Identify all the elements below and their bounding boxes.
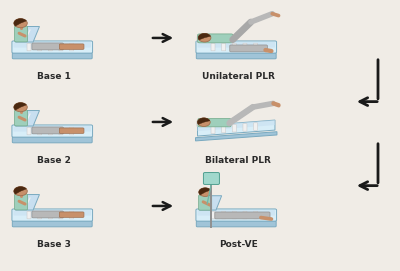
FancyBboxPatch shape [204, 173, 220, 185]
FancyBboxPatch shape [59, 127, 63, 135]
FancyBboxPatch shape [14, 210, 91, 216]
Text: Base 2: Base 2 [37, 156, 71, 165]
FancyBboxPatch shape [38, 43, 42, 51]
Text: Unilateral PLR: Unilateral PLR [202, 72, 274, 81]
FancyBboxPatch shape [59, 128, 84, 133]
FancyBboxPatch shape [32, 127, 63, 134]
Circle shape [198, 33, 211, 42]
Circle shape [14, 19, 27, 28]
FancyBboxPatch shape [32, 43, 63, 50]
FancyBboxPatch shape [14, 194, 28, 210]
FancyBboxPatch shape [70, 43, 74, 51]
FancyBboxPatch shape [197, 121, 208, 127]
Polygon shape [196, 132, 277, 141]
FancyBboxPatch shape [243, 124, 247, 131]
FancyBboxPatch shape [211, 43, 215, 51]
FancyBboxPatch shape [198, 210, 275, 216]
FancyBboxPatch shape [198, 118, 231, 127]
FancyBboxPatch shape [230, 45, 267, 52]
FancyBboxPatch shape [222, 211, 226, 219]
FancyBboxPatch shape [38, 211, 42, 219]
FancyBboxPatch shape [199, 195, 212, 210]
Wedge shape [198, 33, 210, 40]
FancyBboxPatch shape [59, 212, 84, 217]
FancyBboxPatch shape [254, 43, 258, 51]
FancyBboxPatch shape [196, 209, 276, 221]
Text: Base 3: Base 3 [37, 240, 71, 249]
FancyBboxPatch shape [196, 221, 276, 227]
Wedge shape [14, 187, 26, 194]
FancyBboxPatch shape [232, 43, 236, 51]
FancyBboxPatch shape [12, 209, 92, 221]
FancyBboxPatch shape [232, 211, 236, 219]
FancyBboxPatch shape [197, 36, 209, 43]
Wedge shape [14, 103, 26, 110]
FancyBboxPatch shape [222, 125, 226, 133]
Wedge shape [199, 188, 211, 195]
FancyBboxPatch shape [243, 211, 247, 219]
FancyBboxPatch shape [14, 126, 91, 132]
Polygon shape [198, 120, 275, 131]
FancyBboxPatch shape [12, 221, 92, 227]
FancyBboxPatch shape [12, 125, 92, 137]
FancyBboxPatch shape [215, 212, 270, 219]
FancyBboxPatch shape [12, 137, 92, 143]
FancyBboxPatch shape [211, 126, 215, 134]
FancyBboxPatch shape [243, 43, 247, 51]
FancyBboxPatch shape [32, 211, 63, 218]
FancyBboxPatch shape [198, 42, 275, 48]
FancyBboxPatch shape [222, 43, 226, 51]
Polygon shape [16, 111, 40, 126]
FancyBboxPatch shape [196, 41, 276, 53]
FancyBboxPatch shape [38, 127, 42, 135]
FancyBboxPatch shape [254, 211, 258, 219]
FancyBboxPatch shape [59, 44, 84, 49]
Text: Base 1: Base 1 [37, 72, 71, 81]
FancyBboxPatch shape [48, 127, 52, 135]
Text: Bilateral PLR: Bilateral PLR [205, 156, 271, 165]
FancyBboxPatch shape [70, 127, 74, 135]
Text: Post-VE: Post-VE [219, 240, 257, 249]
Circle shape [14, 103, 27, 112]
FancyBboxPatch shape [14, 42, 91, 48]
FancyBboxPatch shape [254, 123, 258, 130]
FancyBboxPatch shape [27, 43, 31, 51]
Polygon shape [16, 195, 40, 210]
FancyBboxPatch shape [12, 53, 92, 59]
FancyBboxPatch shape [70, 211, 74, 219]
FancyBboxPatch shape [12, 41, 92, 53]
FancyBboxPatch shape [196, 53, 276, 59]
FancyBboxPatch shape [27, 211, 31, 219]
FancyBboxPatch shape [14, 26, 28, 42]
FancyBboxPatch shape [14, 110, 28, 126]
FancyBboxPatch shape [48, 211, 52, 219]
FancyBboxPatch shape [232, 124, 236, 132]
FancyBboxPatch shape [59, 211, 63, 219]
Polygon shape [198, 120, 275, 136]
Polygon shape [16, 27, 40, 42]
FancyBboxPatch shape [198, 34, 233, 43]
Polygon shape [199, 196, 222, 210]
FancyBboxPatch shape [27, 127, 31, 135]
Circle shape [199, 188, 212, 196]
FancyBboxPatch shape [48, 43, 52, 51]
FancyBboxPatch shape [59, 43, 63, 51]
Wedge shape [198, 118, 210, 124]
Wedge shape [14, 19, 26, 26]
Circle shape [198, 118, 210, 127]
Circle shape [14, 187, 27, 196]
FancyBboxPatch shape [211, 211, 215, 219]
